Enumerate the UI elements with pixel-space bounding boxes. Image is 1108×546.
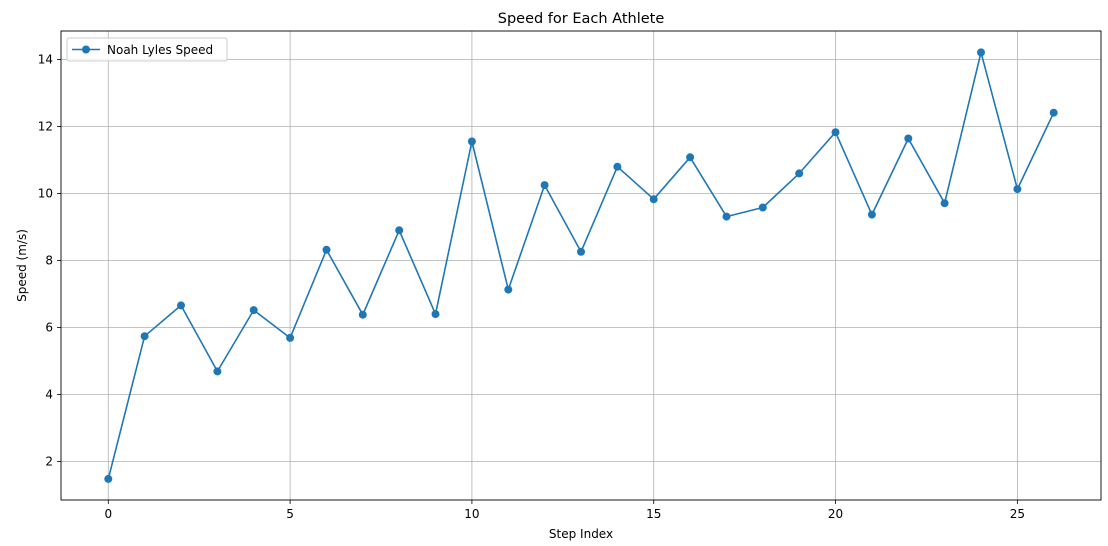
data-point xyxy=(322,245,331,254)
series-line xyxy=(107,51,1055,480)
y-tick-label: 4 xyxy=(45,387,53,401)
data-point xyxy=(649,195,658,204)
data-point xyxy=(358,310,367,319)
y-tick-label: 2 xyxy=(45,454,53,468)
data-point xyxy=(1013,185,1022,194)
plot-frame xyxy=(60,30,1102,501)
data-point xyxy=(867,210,876,219)
y-tick-label: 8 xyxy=(45,253,53,267)
data-point xyxy=(286,333,295,342)
axis-ticks: 0 5 10 15 20 25 2 4 6 8 10 12 14 xyxy=(38,52,1025,521)
data-point xyxy=(577,247,585,256)
x-tick-label: 10 xyxy=(464,507,479,521)
x-tick-label: 15 xyxy=(646,507,661,521)
data-point xyxy=(795,169,804,178)
legend: Noah Lyles Speed xyxy=(66,37,228,62)
data-point xyxy=(467,137,476,146)
x-tick-label: 0 xyxy=(104,507,112,521)
data-point xyxy=(431,310,440,319)
data-point xyxy=(540,181,549,190)
data-point xyxy=(940,199,949,208)
chart-title: Speed for Each Athlete xyxy=(498,11,665,27)
data-point xyxy=(395,226,404,235)
y-tick-label: 6 xyxy=(45,320,53,334)
data-point xyxy=(104,474,113,483)
data-point xyxy=(977,48,985,57)
data-point xyxy=(249,306,258,315)
data-point xyxy=(758,203,767,212)
x-tick-label: 5 xyxy=(286,507,294,521)
data-point xyxy=(1049,108,1058,117)
data-point xyxy=(213,367,222,376)
y-tick-label: 10 xyxy=(38,186,53,200)
data-point xyxy=(686,153,695,162)
data-point xyxy=(722,212,731,221)
legend-swatch-marker xyxy=(82,45,90,54)
series-layer xyxy=(104,48,1058,483)
y-tick-label: 14 xyxy=(38,52,53,66)
data-point xyxy=(177,301,185,310)
x-tick-label: 25 xyxy=(1010,507,1025,521)
y-axis-label: Speed (m/s) xyxy=(15,229,29,302)
legend-label: Noah Lyles Speed xyxy=(107,43,213,57)
data-point xyxy=(613,162,622,171)
data-point xyxy=(504,285,513,294)
y-tick-label: 12 xyxy=(38,119,53,133)
data-point xyxy=(904,134,913,143)
grid-lines xyxy=(61,31,1101,500)
data-point xyxy=(831,128,840,137)
legend-box xyxy=(66,37,228,62)
x-tick-label: 20 xyxy=(828,507,843,521)
data-point xyxy=(140,332,149,341)
x-axis-label: Step Index xyxy=(549,527,613,541)
